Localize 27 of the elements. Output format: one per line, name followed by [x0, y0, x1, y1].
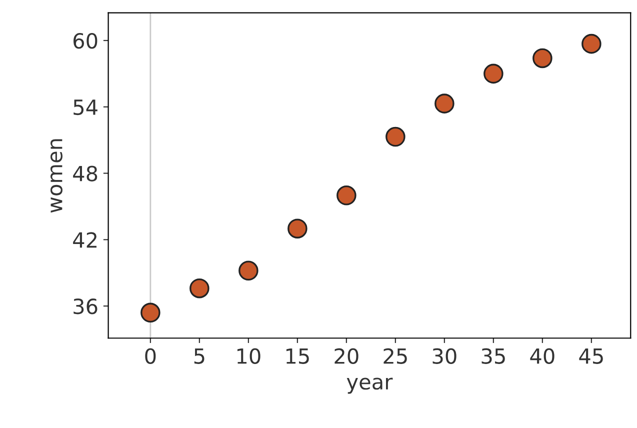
point [336, 186, 356, 206]
x-tick-label: 15 [286, 348, 309, 364]
y-tick-label: 60 [74, 32, 98, 49]
y-tick-label: 36 [74, 298, 98, 314]
point [386, 126, 406, 147]
y-tick-label: 54 [74, 100, 98, 116]
point [288, 218, 308, 238]
point [434, 94, 454, 114]
x-tick-label: 25 [384, 348, 407, 364]
x-tick-label: 30 [432, 348, 456, 364]
point [140, 302, 160, 323]
y-tick-label: 48 [73, 166, 98, 182]
x-tick-label: 20 [334, 348, 358, 364]
x-tick-label: 40 [530, 348, 554, 364]
x-tick-label: 35 [482, 348, 505, 364]
x-axis-title: year [346, 378, 393, 394]
x-tick-label: 10 [237, 348, 260, 364]
point [532, 48, 552, 68]
x-tick-label: 45 [579, 348, 603, 364]
point [238, 260, 258, 281]
point [582, 34, 602, 54]
x-tick-label: 5 [194, 348, 204, 364]
point [484, 64, 504, 84]
y-axis-title: women [50, 139, 62, 213]
point [190, 278, 210, 298]
x-tick-label: 0 [145, 348, 156, 364]
y-tick-label: 42 [73, 232, 96, 248]
